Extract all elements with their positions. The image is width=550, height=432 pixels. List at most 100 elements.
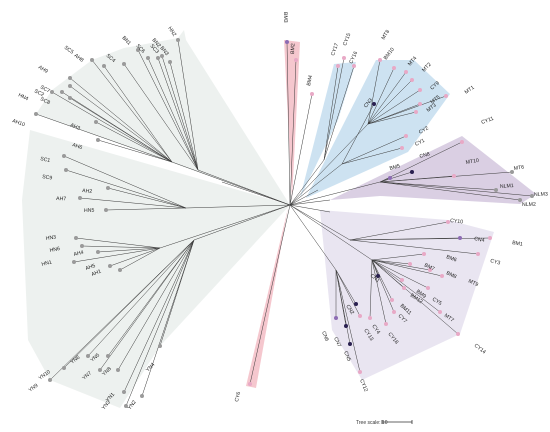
- tree-scale-label: Tree scale: 10: [356, 420, 388, 426]
- tip-label: AH7: [56, 196, 66, 202]
- tip-markers: [34, 38, 534, 408]
- tip-marker-cy17: [336, 64, 340, 68]
- branch-cy15: [323, 57, 345, 161]
- clade-wedge-red_bottom: [246, 208, 288, 388]
- tip-marker-bn3: [168, 60, 172, 64]
- tip-marker-yn9: [48, 378, 52, 382]
- tip-marker-nlm1: [494, 188, 498, 192]
- tip-marker-cn8: [410, 170, 414, 174]
- tip-label: SC3: [149, 43, 160, 55]
- branch-bm7: [371, 259, 411, 265]
- branch-cn5: [335, 269, 351, 345]
- tip-marker-cy11: [460, 140, 464, 144]
- tip-marker-cy10: [446, 220, 450, 224]
- tip-label: MT3: [426, 103, 438, 114]
- tip-marker-ah4: [96, 250, 100, 254]
- tip-label: MT10: [465, 158, 479, 166]
- tip-label: YN4: [145, 362, 156, 374]
- tip-label: CN5: [342, 350, 352, 362]
- tip-marker-nlm3: [530, 194, 534, 198]
- branch-yn5: [107, 239, 195, 357]
- tip-label: CY11: [481, 116, 495, 126]
- branch-cy4: [369, 259, 373, 319]
- tip-label: BM6: [445, 254, 457, 263]
- tip-label: YN3: [101, 400, 112, 412]
- tip-label: SC4: [105, 53, 117, 64]
- tip-marker-cy2: [404, 134, 408, 138]
- branch-sc3: [157, 57, 199, 171]
- tip-label: CN2: [344, 304, 355, 316]
- internal-branch: [193, 204, 291, 241]
- tip-marker-sc5: [90, 58, 94, 62]
- internal-branch: [289, 159, 325, 206]
- tip-marker-bm8: [428, 268, 432, 272]
- tip-marker-sc9: [64, 168, 68, 172]
- tip-label: AH10: [11, 118, 25, 128]
- branch-mt1: [367, 95, 447, 125]
- branch-mt8: [367, 59, 381, 125]
- branch-yn3: [125, 239, 195, 407]
- internal-branch: [289, 204, 373, 261]
- branch-cy18: [371, 259, 387, 325]
- branch-hn5: [105, 207, 187, 211]
- branch-bm10: [367, 67, 395, 125]
- internal-branch: [289, 189, 319, 206]
- tip-marker-cy13: [358, 314, 362, 318]
- tip-marker-bm3: [285, 40, 289, 44]
- tip-label: BM10: [383, 47, 396, 62]
- branch-ah6: [97, 139, 173, 163]
- branch-mt3: [367, 111, 417, 125]
- clade-wedge-grey: [22, 30, 290, 408]
- tip-label: BN2: [150, 37, 161, 49]
- tip-label: CY12: [358, 378, 369, 392]
- tip-marker-mt2: [410, 78, 414, 82]
- branch-cn8: [379, 171, 413, 183]
- tip-label: CY1: [414, 138, 426, 148]
- tip-label: NLM3: [534, 191, 548, 198]
- tip-marker-ah2: [106, 186, 110, 190]
- tip-marker-ah8: [102, 64, 106, 68]
- tip-label: HN5: [84, 208, 95, 214]
- branch-ah1: [119, 247, 161, 271]
- tip-label: NLM1: [500, 183, 514, 190]
- tip-marker-yn5: [106, 354, 110, 358]
- tip-marker-mt7: [438, 310, 442, 314]
- tip-marker-mt9: [440, 274, 444, 278]
- tip-label: CY14: [473, 343, 487, 356]
- tip-marker-hn2: [176, 38, 180, 42]
- branch-cy10: [349, 221, 449, 241]
- tip-marker-cy15: [342, 56, 346, 60]
- tip-label: CN7: [332, 336, 342, 348]
- branch-cy16: [323, 65, 355, 161]
- branch-cy14: [371, 259, 459, 335]
- tip-marker-nlm2: [518, 198, 522, 202]
- branch-bm4: [289, 93, 313, 206]
- tip-marker-mt4: [404, 70, 408, 74]
- tip-marker-mt6: [510, 170, 514, 174]
- branch-cy3: [349, 239, 479, 255]
- tip-label: CN3: [363, 97, 374, 109]
- tip-marker-cy18: [384, 322, 388, 326]
- tip-marker-ah7: [78, 196, 82, 200]
- tip-marker-ah6: [96, 138, 100, 142]
- tip-marker-cy14: [456, 332, 460, 336]
- tip-marker-cn6: [334, 316, 338, 320]
- tip-label: CY17: [330, 42, 340, 56]
- branch-bn2: [161, 55, 199, 171]
- tip-label: MT9: [467, 278, 479, 288]
- tip-label: YN1: [105, 392, 116, 404]
- tip-marker-bm6: [422, 252, 426, 256]
- branch-mt9: [371, 259, 443, 277]
- branch-yn10: [63, 239, 195, 369]
- tip-marker-yn7: [98, 368, 102, 372]
- branch-cn4: [349, 237, 461, 241]
- clade-wedge-blue_small: [300, 62, 356, 198]
- branch-cy12: [335, 269, 361, 373]
- internal-branch: [159, 204, 291, 249]
- tip-marker-sc6: [146, 56, 150, 60]
- tip-marker-sc2: [60, 90, 64, 94]
- tree-branches: [35, 39, 533, 407]
- tip-marker-cy6: [248, 382, 252, 386]
